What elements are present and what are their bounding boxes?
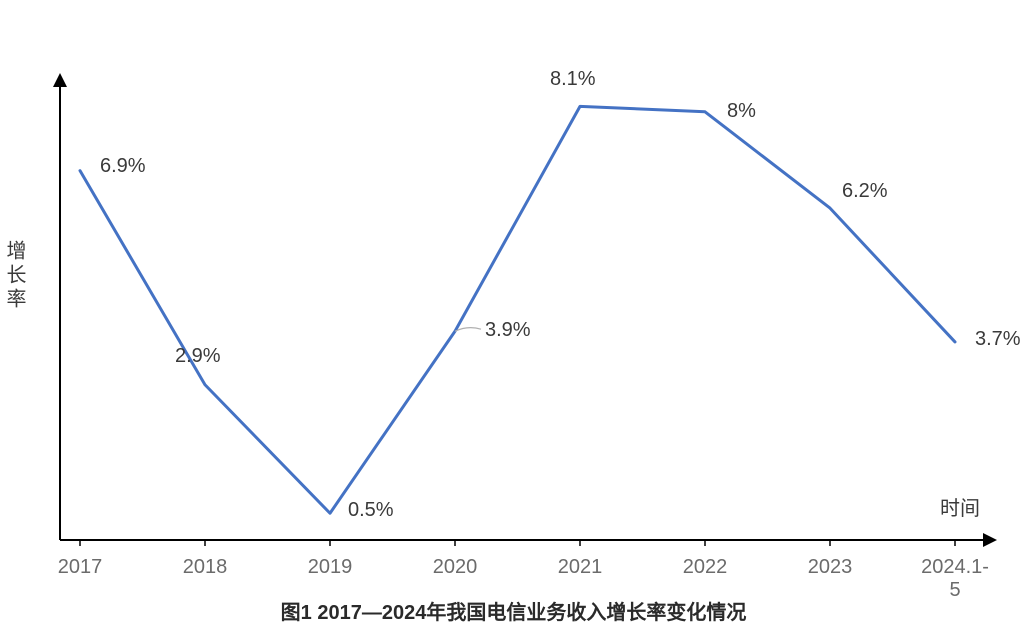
- data-point-label: 6.9%: [100, 155, 146, 178]
- x-tick-label: 2020: [433, 556, 478, 579]
- x-tick-label: 2024.1-5: [919, 556, 991, 602]
- x-tick-label: 2019: [308, 556, 353, 579]
- data-point-label: 3.7%: [975, 328, 1021, 351]
- data-point-label: 2.9%: [175, 345, 221, 368]
- data-point-label: 8%: [727, 100, 756, 123]
- x-tick-label: 2021: [558, 556, 603, 579]
- data-point-label: 0.5%: [348, 499, 394, 522]
- data-point-label: 3.9%: [485, 319, 531, 342]
- x-tick-label: 2018: [183, 556, 228, 579]
- chart-caption: 图1 2017—2024年我国电信业务收入增长率变化情况: [281, 596, 747, 625]
- line-chart: 增长率 时间 2017 2018 2019 2020 2021 2022 2023 2024.…: [0, 0, 1027, 637]
- y-axis-label: 增长率: [0, 240, 29, 312]
- x-tick-label: 2017: [58, 556, 103, 579]
- x-tick-label: 2023: [808, 556, 853, 579]
- data-point-label: 6.2%: [842, 180, 888, 203]
- x-tick-label: 2022: [683, 556, 728, 579]
- x-axis-label: 时间: [940, 492, 980, 521]
- data-point-label: 8.1%: [550, 68, 596, 91]
